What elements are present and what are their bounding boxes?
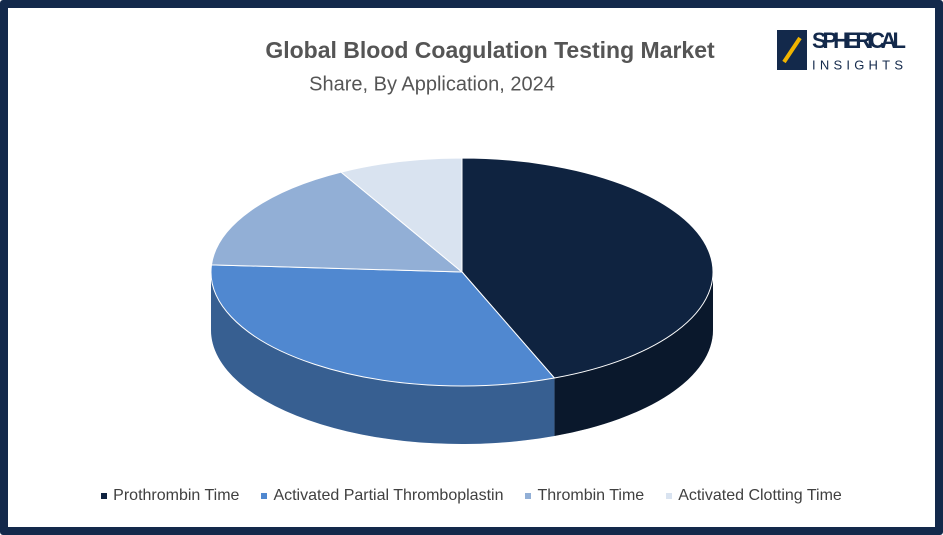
pie-slice: [461, 157, 714, 379]
logo-name: SPHERICAL: [812, 28, 906, 53]
legend-item: Activated Clotting Time: [666, 487, 842, 505]
pie-side-shade: [211, 272, 555, 444]
pie-side: [554, 272, 713, 436]
legend: Prothrombin Time Activated Partial Thromb…: [0, 487, 943, 505]
legend-label: Thrombin Time: [537, 487, 645, 504]
pie-slice: [339, 157, 463, 274]
legend-item: Prothrombin Time: [101, 487, 239, 505]
legend-item: Activated Partial Thromboplastin: [261, 487, 503, 505]
pie-side: [211, 272, 555, 444]
logo: SPHERICAL INSIGHTS: [777, 28, 906, 72]
legend-label: Prothrombin Time: [113, 487, 240, 504]
pie-slice: [210, 264, 556, 387]
legend-swatch: [101, 493, 108, 499]
legend-label: Activated Partial Thromboplastin: [273, 487, 504, 504]
legend-swatch: [525, 493, 532, 499]
logo-accent: [782, 36, 802, 64]
pie-slice: [210, 171, 464, 273]
legend-item: Thrombin Time: [525, 487, 644, 505]
chart-subtitle: Share, By Application, 2024: [309, 73, 555, 95]
legend-label: Activated Clotting Time: [678, 487, 842, 504]
chart-title: Global Blood Coagulation Testing Market: [265, 37, 715, 63]
legend-swatch: [666, 493, 673, 499]
legend-swatch: [261, 493, 268, 499]
pie-side-shade: [554, 272, 713, 436]
logo-tagline: INSIGHTS: [812, 57, 906, 72]
